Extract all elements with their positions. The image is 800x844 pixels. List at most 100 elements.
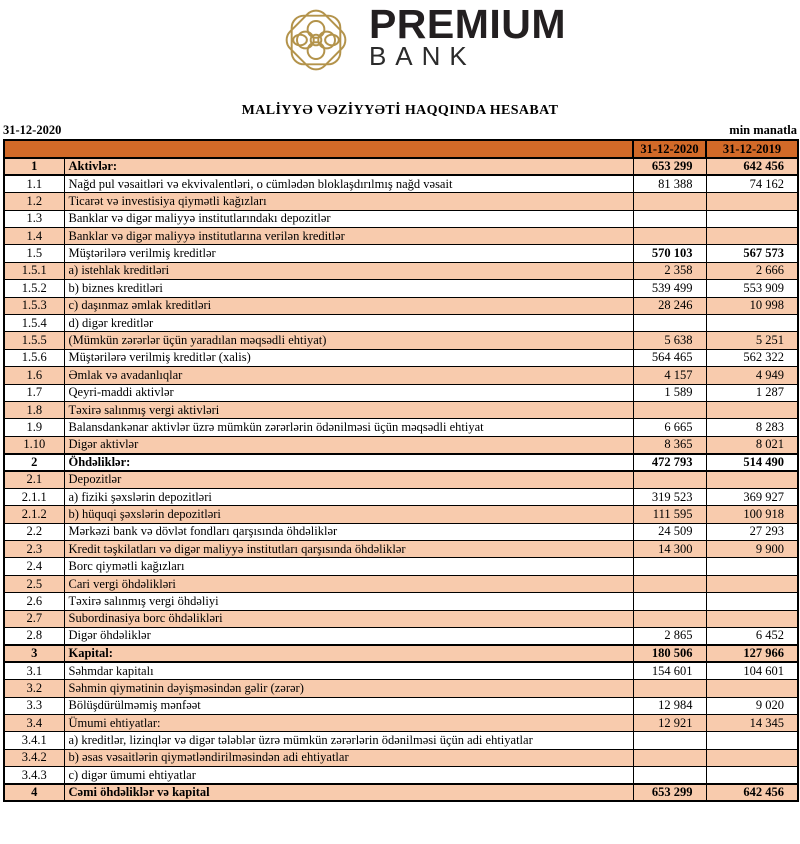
row-label-cell: Kapital: [63, 643, 634, 664]
value-2019-cell: 8 283 [705, 418, 799, 437]
row-label-cell: Səhmdar kapitalı [63, 661, 634, 681]
row-label-cell: Bölüşdürülməmiş mənfəət [63, 696, 634, 716]
value-2019-cell [705, 227, 799, 246]
header-col-2019: 31-12-2019 [705, 139, 799, 159]
row-number-cell: 1.7 [3, 383, 65, 402]
header-spacer-cell [3, 139, 634, 159]
table-row: 3.4.2 b) əsas vəsaitlərin qiymətləndirilm… [3, 748, 799, 768]
row-label-cell: Mərkəzi bank və dövlət fondları qarşısın… [63, 522, 634, 542]
value-2019-cell: 9 020 [705, 696, 799, 716]
value-2020-cell: 570 103 [632, 244, 707, 263]
value-2020-cell [632, 400, 707, 420]
value-2020-cell: 539 499 [632, 279, 707, 298]
row-label-cell: Subordinasiya borc öhdəlikləri [63, 609, 634, 629]
value-2019-cell [705, 679, 799, 698]
value-2020-cell [632, 731, 707, 750]
value-2019-cell: 369 927 [705, 487, 799, 507]
row-label-cell: (Mümkün zərərlər üçün yaradılan məqsədli… [63, 331, 634, 350]
row-number-cell: 1.2 [3, 192, 65, 211]
value-2020-cell: 1 589 [632, 383, 707, 402]
value-2019-cell: 5 251 [705, 331, 799, 350]
value-2020-cell [632, 557, 707, 576]
row-label-cell: Cəmi öhdəliklər və kapital [63, 783, 634, 803]
row-number-cell: 1.5.6 [3, 348, 65, 368]
row-number-cell: 2.8 [3, 627, 65, 646]
value-2020-cell: 5 638 [632, 331, 707, 350]
table-row: 2.2 Mərkəzi bank və dövlət fondları qarşı… [3, 522, 799, 542]
row-label-cell: Banklar və digər maliyyə institutlarına … [63, 227, 634, 246]
value-2019-cell: 4 949 [705, 366, 799, 385]
row-number-cell: 1.5.5 [3, 331, 65, 350]
value-2020-cell [632, 609, 707, 629]
table-row: 3.4.1 a) kreditlər, lizinqlər və digər tə… [3, 731, 799, 750]
value-2020-cell: 2 865 [632, 627, 707, 646]
row-number-cell: 2.4 [3, 557, 65, 576]
table-row: 2.1.2 b) hüquqi şəxslərin depozitləri 111 … [3, 505, 799, 524]
value-2019-cell: 8 021 [705, 435, 799, 455]
table-row: 1.3 Banklar və digər maliyyə institutları… [3, 209, 799, 229]
value-2020-cell [632, 192, 707, 211]
row-label-cell: Digər öhdəliklər [63, 627, 634, 646]
row-number-cell: 1.1 [3, 174, 65, 194]
value-2019-cell: 74 162 [705, 174, 799, 194]
row-label-cell: a) fiziki şəxslərin depozitləri [63, 487, 634, 507]
table-row: 1.5 Müştərilərə verilmiş kreditlər 570 103… [3, 244, 799, 263]
value-2020-cell: 319 523 [632, 487, 707, 507]
row-label-cell: Qeyri-maddi aktivlər [63, 383, 634, 402]
table-row: 3.2 Səhmin qiymətinin dəyişməsindən gəlir… [3, 679, 799, 698]
row-number-cell: 2.5 [3, 574, 65, 594]
table-row: 2.3 Kredit təşkilatları və digər maliyyə … [3, 540, 799, 559]
table-header-row: 31-12-2020 31-12-2019 [3, 139, 799, 159]
value-2020-cell [632, 314, 707, 333]
value-2020-cell [632, 574, 707, 594]
row-number-cell: 1.10 [3, 435, 65, 455]
value-2020-cell [632, 470, 707, 489]
value-2019-cell: 104 601 [705, 661, 799, 681]
row-number-cell: 1.4 [3, 227, 65, 246]
row-number-cell: 2.1.2 [3, 505, 65, 524]
value-2020-cell: 564 465 [632, 348, 707, 368]
table-row: 3.3 Bölüşdürülməmiş mənfəət 12 984 9 020 [3, 696, 799, 716]
row-label-cell: b) əsas vəsaitlərin qiymətləndirilməsind… [63, 748, 634, 768]
row-label-cell: Təxirə salınmış vergi aktivləri [63, 400, 634, 420]
value-2019-cell [705, 731, 799, 750]
row-label-cell: Müştərilərə verilmiş kreditlər [63, 244, 634, 263]
table-row: 3 Kapital: 180 506 127 966 [3, 643, 799, 664]
value-2019-cell [705, 314, 799, 333]
value-2020-cell: 4 157 [632, 366, 707, 385]
row-number-cell: 3.4.3 [3, 766, 65, 785]
row-label-cell: Borc qiymətli kağızları [63, 557, 634, 576]
value-2019-cell: 14 345 [705, 713, 799, 733]
value-2019-cell: 553 909 [705, 279, 799, 298]
table-row: 1.9 Balansdankənar aktivlər üzrə mümkün z… [3, 418, 799, 437]
table-row: 2.6 Təxirə salınmış vergi öhdəliyi [3, 592, 799, 611]
row-label-cell: Əmlak və avadanlıqlar [63, 366, 634, 385]
value-2020-cell: 154 601 [632, 661, 707, 681]
row-number-cell: 3.2 [3, 679, 65, 698]
row-number-cell: 3.4 [3, 713, 65, 733]
row-number-cell: 2.2 [3, 522, 65, 542]
table-row: 2.8 Digər öhdəliklər 2 865 6 452 [3, 627, 799, 646]
table-row: 2.1 Depozitlər [3, 470, 799, 489]
value-2019-cell: 6 452 [705, 627, 799, 646]
value-2020-cell [632, 679, 707, 698]
value-2019-cell: 100 918 [705, 505, 799, 524]
row-label-cell: c) digər ümumi ehtiyatlar [63, 766, 634, 785]
row-label-cell: a) kreditlər, lizinqlər və digər tələblə… [63, 731, 634, 750]
row-number-cell: 1.5.3 [3, 296, 65, 316]
row-number-cell: 2.7 [3, 609, 65, 629]
report-meta: 31-12-2020 min manatla [3, 123, 797, 138]
row-number-cell: 2.3 [3, 540, 65, 559]
value-2020-cell [632, 592, 707, 611]
value-2020-cell: 111 595 [632, 505, 707, 524]
row-number-cell: 3.3 [3, 696, 65, 716]
table-row: 3.1 Səhmdar kapitalı 154 601 104 601 [3, 661, 799, 681]
row-number-cell: 2 [3, 452, 65, 473]
value-2019-cell [705, 592, 799, 611]
row-number-cell: 3.4.1 [3, 731, 65, 750]
row-label-cell: b) biznes kreditləri [63, 279, 634, 298]
value-2019-cell: 2 666 [705, 261, 799, 281]
row-label-cell: Nağd pul vəsaitləri və ekvivalentləri, o… [63, 174, 634, 194]
value-2019-cell: 642 456 [705, 783, 799, 803]
value-2020-cell: 8 365 [632, 435, 707, 455]
